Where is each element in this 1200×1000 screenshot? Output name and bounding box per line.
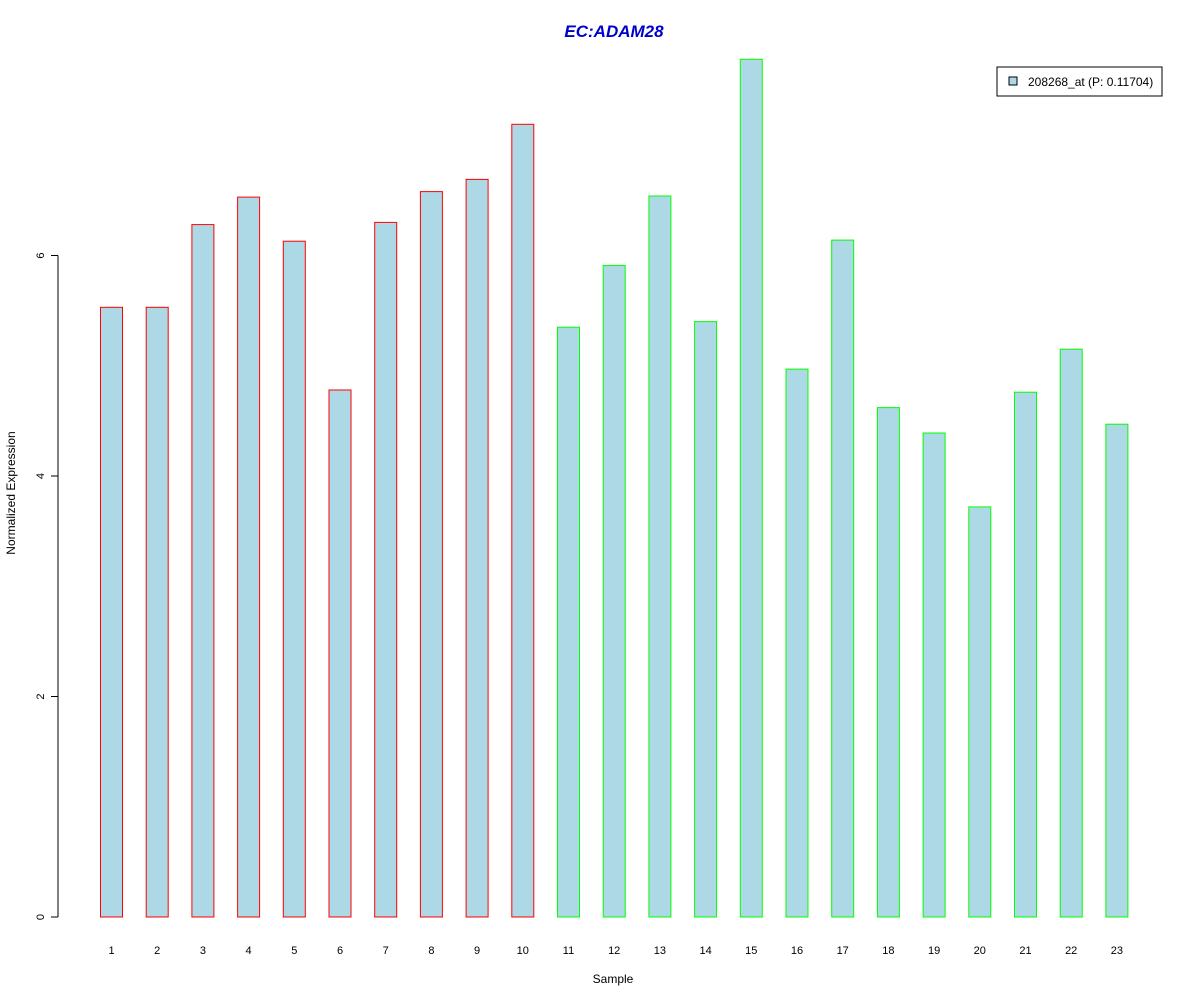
bar-sample-1: [100, 306, 123, 918]
x-tick-labels: 1 2 3 4 5 6 7 8 9 10 11 12 13 14 15 16 17 18 19 20 21 22 23: [108, 945, 1123, 957]
legend-label: 208268_at (P: 0.11704): [1028, 75, 1153, 89]
x-tick-label: 20: [974, 945, 986, 957]
bar-sample-15: [739, 58, 763, 918]
bar-sample-12: [602, 264, 626, 918]
bar-sample-17: [831, 239, 855, 918]
legend: 208268_at (P: 0.11704): [996, 66, 1163, 97]
x-tick-label: 8: [428, 945, 434, 957]
y-axis-label: Normalized Expression: [4, 431, 18, 554]
x-tick-label: 10: [517, 945, 529, 957]
x-axis-label: Sample: [593, 972, 634, 986]
bar-sample-2: [145, 306, 169, 918]
bar-sample-14: [694, 321, 718, 918]
x-tick-label: 22: [1065, 945, 1077, 957]
x-tick-label: 4: [246, 945, 252, 957]
x-tick-label: 23: [1111, 945, 1123, 957]
x-tick-label: 11: [563, 945, 574, 957]
bar-sample-23: [1105, 423, 1129, 918]
x-tick-label: 3: [200, 945, 206, 957]
chart-title: EC:ADAM28: [564, 22, 664, 41]
bar-sample-3: [191, 224, 215, 918]
bar-sample-18: [876, 407, 900, 918]
y-tick-label: 6: [35, 252, 47, 258]
x-tick-label: 6: [337, 945, 343, 957]
x-tick-label: 15: [745, 945, 757, 957]
bar-sample-9: [465, 178, 489, 918]
bar-sample-10: [511, 123, 535, 918]
bar-sample-7: [374, 221, 398, 918]
bar-sample-16: [785, 368, 809, 918]
x-tick-label: 12: [608, 945, 620, 957]
bar-sample-5: [282, 240, 306, 918]
bar-sample-19: [922, 432, 946, 918]
bar-sample-21: [1014, 391, 1037, 918]
x-tick-label: 2: [154, 945, 160, 957]
x-tick-label: 1: [108, 945, 114, 957]
x-tick-label: 13: [654, 945, 666, 957]
x-tick-label: 7: [383, 945, 389, 957]
x-tick-label: 19: [928, 945, 940, 957]
x-tick-label: 17: [837, 945, 849, 957]
x-tick-label: 5: [291, 945, 297, 957]
y-tick-label: 4: [35, 473, 47, 479]
bars-group: [100, 58, 1129, 918]
x-tick-label: 21: [1019, 945, 1031, 957]
bar-sample-11: [557, 326, 580, 918]
y-axis: 0 2 4 6: [35, 252, 59, 920]
bar-sample-13: [648, 195, 672, 918]
legend-swatch: [1008, 76, 1018, 86]
x-tick-label: 14: [699, 945, 711, 957]
y-tick-label: 0: [35, 914, 47, 920]
bar-sample-6: [328, 389, 352, 918]
legend-box: [996, 66, 1163, 97]
x-tick-label: 16: [791, 945, 803, 957]
x-tick-label: 18: [882, 945, 894, 957]
bar-sample-4: [237, 196, 261, 918]
bar-sample-20: [968, 506, 992, 918]
y-tick-label: 2: [35, 693, 47, 699]
bar-sample-22: [1059, 348, 1083, 918]
bar-sample-8: [419, 191, 443, 918]
x-tick-label: 9: [474, 945, 480, 957]
